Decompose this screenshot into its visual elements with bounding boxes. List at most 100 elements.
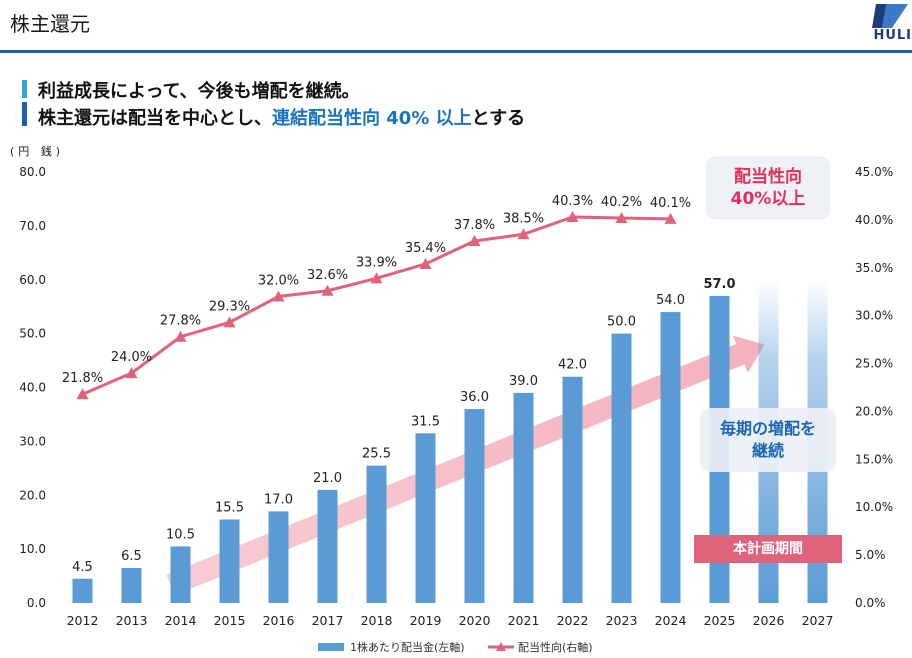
y-left-tick-label: 20.0 — [19, 488, 46, 502]
line-label-2021: 38.5% — [503, 211, 544, 226]
bar-label-2013: 6.5 — [121, 549, 142, 564]
line-point-2012 — [76, 388, 89, 400]
logo-mark-accent — [882, 4, 908, 28]
headline-accent-bottom — [22, 102, 27, 126]
bar-label-2023: 50.0 — [607, 315, 636, 330]
x-tick-label-2015: 2015 — [214, 613, 246, 628]
line-point-2014 — [174, 330, 187, 342]
y-right-tick-label: 0.0% — [855, 596, 886, 610]
bar-2012 — [72, 578, 93, 603]
bar-2024 — [660, 312, 681, 603]
legend-line-label: 配当性向(右軸) — [518, 640, 593, 654]
line-label-2014: 27.8% — [160, 314, 201, 329]
line-label-2020: 37.8% — [454, 218, 495, 233]
payout-callout-line1: 配当性向 — [734, 167, 802, 187]
line-point-2021 — [517, 228, 530, 240]
headline-accent-top — [22, 80, 27, 98]
x-tick-label-2022: 2022 — [557, 613, 589, 628]
plan-period-label: 本計画期間 — [694, 535, 842, 563]
bar-2019 — [415, 433, 436, 603]
y-right-tick-label: 25.0% — [855, 357, 893, 371]
y-right-tick-label: 20.0% — [855, 404, 893, 418]
line-point-2020 — [468, 234, 481, 246]
headline-line2-suffix: とする — [471, 108, 526, 129]
bar-2013 — [121, 567, 142, 603]
payout-target-callout: 配当性向 40%以上 — [706, 156, 830, 220]
bar-label-2020: 36.0 — [460, 390, 489, 405]
payout-callout-line2: 40%以上 — [730, 189, 806, 209]
legend-bar-label: 1株あたり配当金(左軸) — [350, 640, 465, 654]
line-point-2015 — [223, 316, 236, 328]
line-label-2023: 40.2% — [601, 195, 642, 210]
x-tick-label-2013: 2013 — [116, 613, 148, 628]
line-label-2018: 33.9% — [356, 255, 397, 270]
y-right-tick-label: 5.0% — [855, 548, 886, 562]
bar-label-2022: 42.0 — [558, 358, 587, 373]
y-left-tick-label: 10.0 — [19, 542, 46, 556]
bar-2020 — [464, 409, 485, 603]
bar-label-2018: 25.5 — [362, 447, 391, 462]
bar-2017 — [317, 489, 338, 603]
line-label-2019: 35.4% — [405, 241, 446, 256]
line-point-2019 — [419, 257, 432, 269]
y-right-tick-label: 45.0% — [855, 165, 893, 179]
bar-label-2025: 57.0 — [703, 277, 735, 292]
line-label-2022: 40.3% — [552, 194, 593, 209]
x-tick-label-2021: 2021 — [508, 613, 540, 628]
x-tick-label-2012: 2012 — [67, 613, 99, 628]
y-right-tick-label: 40.0% — [855, 213, 893, 227]
y-right-tick-label: 30.0% — [855, 309, 893, 323]
bar-2023 — [611, 333, 632, 603]
bar-label-2012: 4.5 — [72, 560, 93, 575]
x-tick-label-2018: 2018 — [361, 613, 393, 628]
y-left-tick-label: 50.0 — [19, 327, 46, 341]
y-right-tick-label: 15.0% — [855, 452, 893, 466]
bar-label-2024: 54.0 — [656, 293, 685, 308]
line-point-2024 — [664, 212, 677, 224]
bar-2022 — [562, 376, 583, 603]
line-label-2013: 24.0% — [111, 350, 152, 365]
left-axis-unit: (円 銭) — [10, 145, 65, 158]
line-point-2016 — [272, 290, 285, 302]
y-left-tick-label: 0.0 — [27, 596, 46, 610]
bar-2016 — [268, 511, 289, 603]
bar-2021 — [513, 392, 534, 603]
bar-label-2016: 17.0 — [264, 492, 293, 507]
x-tick-label-2017: 2017 — [312, 613, 344, 628]
increase-callout-line1: 毎期の増配を — [719, 419, 816, 438]
y-left-tick-label: 80.0 — [19, 165, 46, 179]
line-point-2018 — [370, 272, 383, 284]
line-label-2024: 40.1% — [650, 196, 691, 211]
bar-label-2019: 31.5 — [411, 414, 440, 429]
headline-line2-highlight: 連結配当性向 40% 以上 — [272, 108, 472, 129]
y-left-tick-label: 70.0 — [19, 219, 46, 233]
line-label-2015: 29.3% — [209, 299, 250, 314]
bar-2018 — [366, 465, 387, 603]
x-tick-label-2027: 2027 — [802, 613, 834, 628]
x-tick-label-2024: 2024 — [655, 613, 687, 628]
legend-line-marker — [496, 642, 506, 651]
headline-line2: 株主還元は配当を中心とし、連結配当性向 40% 以上とする — [38, 104, 525, 130]
y-left-tick-label: 30.0 — [19, 434, 46, 448]
dividend-increase-callout: 毎期の増配を 継続 — [700, 408, 836, 472]
x-tick-label-2014: 2014 — [165, 613, 197, 628]
headline-line2-prefix: 株主還元は配当を中心とし、 — [38, 108, 272, 129]
y-right-tick-label: 10.0% — [855, 500, 893, 514]
bar-label-2014: 10.5 — [166, 527, 195, 542]
logo-wordmark: HULI — [873, 28, 912, 43]
bar-label-2021: 39.0 — [509, 374, 538, 389]
y-left-tick-label: 40.0 — [19, 381, 46, 395]
line-point-2022 — [566, 211, 579, 223]
title-rule — [0, 50, 912, 53]
bar-2015 — [219, 519, 240, 603]
x-tick-label-2020: 2020 — [459, 613, 491, 628]
x-tick-label-2026: 2026 — [753, 613, 785, 628]
line-label-2012: 21.8% — [62, 371, 103, 386]
line-point-2023 — [615, 211, 628, 223]
line-label-2017: 32.6% — [307, 268, 348, 283]
y-left-tick-label: 60.0 — [19, 273, 46, 287]
bar-label-2017: 21.0 — [313, 471, 342, 486]
headline-line1: 利益成長によって、今後も増配を継続。 — [38, 81, 360, 102]
bar-2014 — [170, 546, 191, 603]
